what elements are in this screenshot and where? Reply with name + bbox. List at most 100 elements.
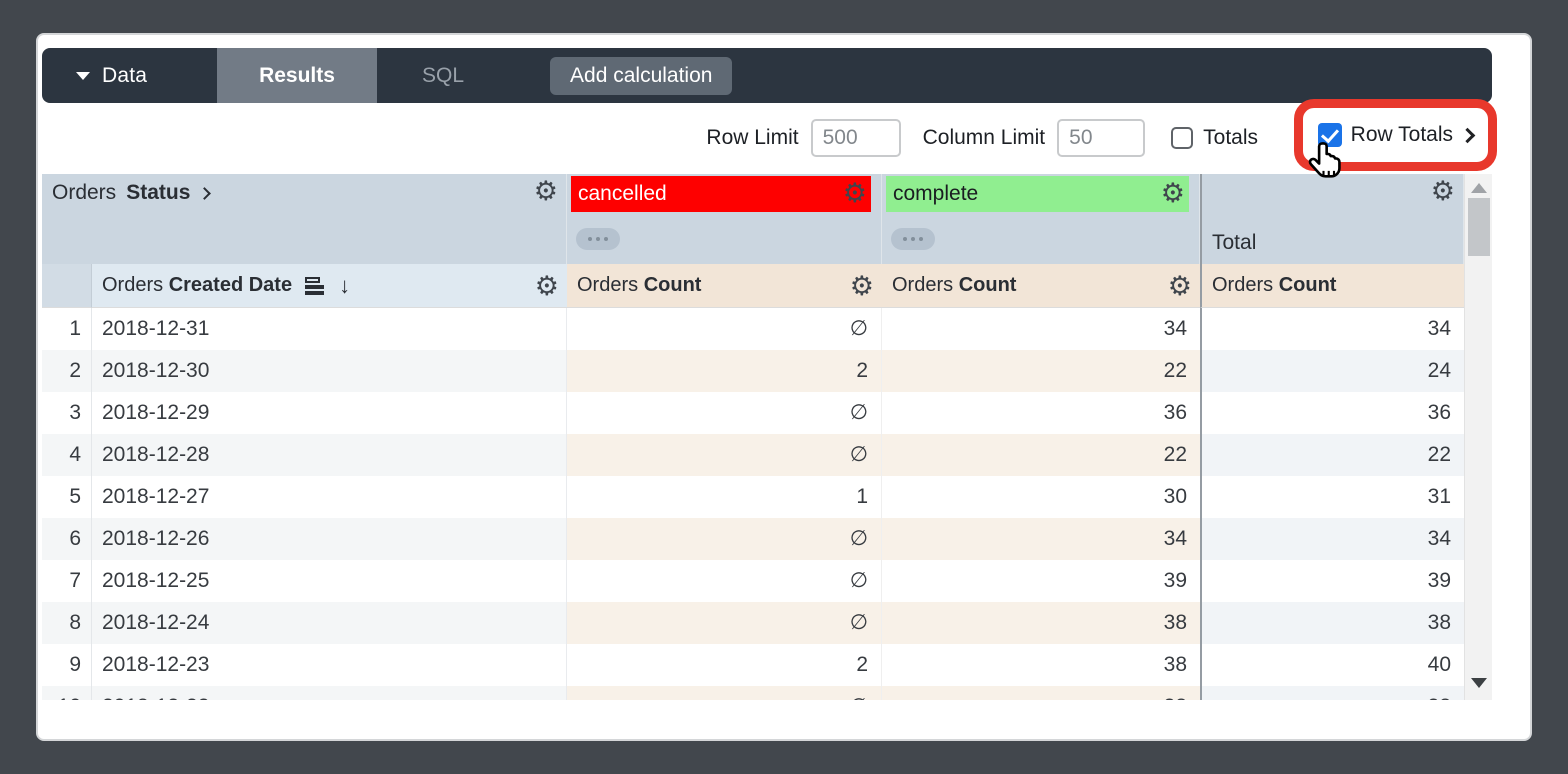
complete-count-cell[interactable]: 34	[882, 308, 1200, 350]
table-row: 5 2018-12-27 1 30 31	[42, 476, 1464, 518]
ellipsis-menu-icon[interactable]	[891, 228, 935, 250]
date-cell[interactable]: 2018-12-29	[92, 392, 567, 434]
column-limit-input[interactable]	[1057, 119, 1146, 157]
row-number: 8	[42, 602, 92, 644]
cancelled-count-cell[interactable]: 2	[567, 644, 882, 686]
row-total-cell[interactable]: 38	[1200, 602, 1464, 644]
scroll-up-icon[interactable]	[1471, 183, 1487, 193]
date-cell[interactable]: 2018-12-28	[92, 434, 567, 476]
table-row: 4 2018-12-28 ∅ 22 22	[42, 434, 1464, 476]
row-number: 1	[42, 308, 92, 350]
row-total-cell[interactable]: 38	[1200, 686, 1464, 700]
complete-count-cell[interactable]: 34	[882, 518, 1200, 560]
scroll-down-icon[interactable]	[1471, 678, 1487, 688]
row-number: 6	[42, 518, 92, 560]
pivot-value-complete-header[interactable]: complete ⚙	[882, 174, 1200, 264]
date-cell[interactable]: 2018-12-23	[92, 644, 567, 686]
row-total-cell[interactable]: 24	[1200, 350, 1464, 392]
date-cell[interactable]: 2018-12-25	[92, 560, 567, 602]
column-limit-label: Column Limit	[922, 126, 1046, 149]
tab-sql[interactable]: SQL	[422, 63, 465, 87]
row-total-header[interactable]: ⚙ Total	[1200, 174, 1464, 264]
measure-header-cancelled[interactable]: Orders Count ⚙	[567, 264, 882, 308]
table-row: 1 2018-12-31 ∅ 34 34	[42, 308, 1464, 350]
date-view-label: Orders	[102, 274, 164, 296]
subtotal-icon[interactable]	[305, 276, 325, 295]
gear-icon[interactable]: ⚙	[1167, 271, 1192, 301]
measure-header-complete[interactable]: Orders Count ⚙	[882, 264, 1200, 308]
cancelled-count-cell[interactable]: ∅	[567, 518, 882, 560]
add-calculation-button[interactable]: Add calculation	[550, 56, 733, 95]
row-total-cell[interactable]: 40	[1200, 644, 1464, 686]
data-section-toggle[interactable]: Data	[42, 48, 217, 103]
row-number: 4	[42, 434, 92, 476]
row-total-cell[interactable]: 34	[1200, 308, 1464, 350]
row-total-cell[interactable]: 31	[1200, 476, 1464, 518]
cancelled-count-cell[interactable]: ∅	[567, 686, 882, 700]
date-cell[interactable]: 2018-12-27	[92, 476, 567, 518]
complete-count-cell[interactable]: 22	[882, 350, 1200, 392]
date-cell[interactable]: 2018-12-26	[92, 518, 567, 560]
measure-field-label: Count	[958, 274, 1017, 296]
gear-icon[interactable]: ⚙	[533, 176, 558, 206]
date-field-header[interactable]: Orders Created Date ↓ ⚙	[92, 264, 567, 308]
gear-icon[interactable]: ⚙	[534, 271, 559, 301]
date-cell[interactable]: 2018-12-31	[92, 308, 567, 350]
pivot-value-cancelled: cancelled ⚙	[571, 176, 871, 212]
data-section-label: Data	[102, 63, 148, 87]
pivot-header-row: Orders Status ⚙ cancelled ⚙ complete ⚙	[42, 174, 1464, 264]
row-total-cell[interactable]: 36	[1200, 392, 1464, 434]
chevron-right-icon[interactable]	[1459, 127, 1476, 143]
table-row: 10 2018-12-22 ∅ 38 38	[42, 686, 1464, 700]
pivot-field-label: Status	[126, 181, 191, 204]
date-cell[interactable]: 2018-12-22	[92, 686, 567, 700]
cancelled-count-cell[interactable]: ∅	[567, 392, 882, 434]
complete-count-cell[interactable]: 22	[882, 434, 1200, 476]
table-row: 8 2018-12-24 ∅ 38 38	[42, 602, 1464, 644]
chevron-right-icon	[198, 186, 212, 200]
measure-field-label: Count	[1278, 274, 1337, 296]
row-total-cell[interactable]: 34	[1200, 518, 1464, 560]
cancelled-count-cell[interactable]: ∅	[567, 602, 882, 644]
ellipsis-menu-icon[interactable]	[576, 228, 620, 250]
complete-count-cell[interactable]: 36	[882, 392, 1200, 434]
field-header-row: Orders Created Date ↓ ⚙ Orders Count ⚙ O…	[42, 264, 1464, 308]
cursor-pointer-icon	[1308, 142, 1341, 178]
row-number: 2	[42, 350, 92, 392]
complete-count-cell[interactable]: 30	[882, 476, 1200, 518]
results-toolbar: Data Results SQL Add calculation	[42, 48, 1492, 103]
gear-icon[interactable]: ⚙	[1160, 178, 1185, 208]
complete-count-cell[interactable]: 38	[882, 686, 1200, 700]
row-limit-input[interactable]	[810, 119, 901, 157]
annotation-highlight: Row Totals	[1293, 99, 1497, 171]
gear-icon[interactable]: ⚙	[849, 271, 874, 301]
complete-count-cell[interactable]: 38	[882, 644, 1200, 686]
measure-header-total[interactable]: Orders Count	[1200, 264, 1464, 308]
vertical-scrollbar[interactable]	[1464, 174, 1492, 700]
row-number: 5	[42, 476, 92, 518]
totals-checkbox[interactable]	[1171, 127, 1194, 149]
tab-results[interactable]: Results	[217, 48, 377, 103]
sort-descending-icon[interactable]: ↓	[339, 272, 351, 298]
complete-count-cell[interactable]: 38	[882, 602, 1200, 644]
pivot-value-cancelled-header[interactable]: cancelled ⚙	[567, 174, 882, 264]
gear-icon[interactable]: ⚙	[842, 178, 867, 208]
cancelled-count-cell[interactable]: ∅	[567, 560, 882, 602]
date-cell[interactable]: 2018-12-24	[92, 602, 567, 644]
cancelled-count-cell[interactable]: 1	[567, 476, 882, 518]
date-cell[interactable]: 2018-12-30	[92, 350, 567, 392]
row-number: 3	[42, 392, 92, 434]
measure-view-label: Orders	[577, 274, 639, 296]
pivot-value-label: complete	[893, 182, 979, 205]
cancelled-count-cell[interactable]: ∅	[567, 434, 882, 476]
row-total-cell[interactable]: 39	[1200, 560, 1464, 602]
table-row: 7 2018-12-25 ∅ 39 39	[42, 560, 1464, 602]
complete-count-cell[interactable]: 39	[882, 560, 1200, 602]
table-body: 1 2018-12-31 ∅ 34 34 2 2018-12-30 2 22 2…	[42, 308, 1492, 700]
cancelled-count-cell[interactable]: 2	[567, 350, 882, 392]
cancelled-count-cell[interactable]: ∅	[567, 308, 882, 350]
gear-icon[interactable]: ⚙	[1430, 176, 1455, 206]
row-total-cell[interactable]: 22	[1200, 434, 1464, 476]
scrollbar-thumb[interactable]	[1468, 198, 1490, 256]
pivot-field-header[interactable]: Orders Status ⚙	[42, 174, 567, 264]
